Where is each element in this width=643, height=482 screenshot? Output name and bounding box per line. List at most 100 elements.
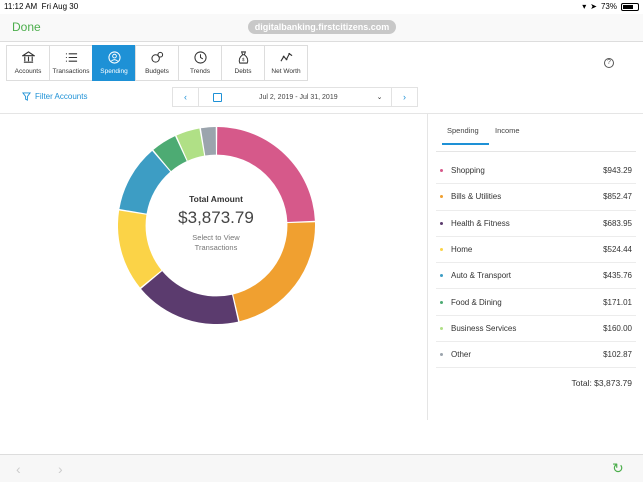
category-amount: $524.44: [603, 245, 632, 255]
browser-navbar: Done digitalbanking.firstcitizens.com: [0, 14, 643, 42]
category-color-dot: [440, 195, 443, 199]
browser-toolbar: ‹ › ↻: [0, 454, 643, 482]
tab-label: Accounts: [14, 68, 42, 75]
category-amount: $683.95: [603, 218, 632, 228]
divider: [0, 113, 643, 114]
main-tab-bar: Accounts Transactions Spending Budgets T…: [6, 45, 308, 81]
category-list: Shopping $943.29 Bills & Utilities $852.47 H…: [436, 158, 636, 369]
category-color-dot: [440, 169, 443, 173]
spending-donut-chart[interactable]: [118, 127, 315, 324]
list-item[interactable]: Home $524.44: [436, 237, 636, 264]
tab-label: Transactions: [52, 68, 90, 75]
category-color-dot: [440, 274, 443, 278]
list-item[interactable]: Auto & Transport $435.76: [436, 263, 636, 290]
forward-button[interactable]: ›: [58, 461, 63, 477]
tab-transactions[interactable]: Transactions: [49, 45, 93, 81]
category-name: Business Services: [451, 323, 517, 333]
tab-label: Spending: [100, 68, 128, 75]
date-range-text[interactable]: Jul 2, 2019 - Jul 31, 2019: [259, 93, 338, 101]
category-color-dot: [440, 300, 443, 304]
calendar-icon[interactable]: [213, 92, 222, 102]
category-name: Food & Dining: [451, 297, 502, 307]
reload-icon[interactable]: ↻: [612, 460, 624, 476]
location-icon: ➤: [590, 2, 597, 11]
svg-text:$: $: [241, 57, 244, 62]
divider: [436, 151, 636, 152]
tab-trends[interactable]: Trends: [178, 45, 222, 81]
list-item[interactable]: Business Services $160.00: [436, 316, 636, 343]
category-amount: $852.47: [603, 192, 632, 202]
battery-icon: [621, 2, 639, 11]
status-time: 11:12 AM Fri Aug 30: [4, 2, 79, 11]
next-period-button[interactable]: ›: [391, 88, 417, 106]
category-amount: $102.87: [603, 350, 632, 360]
list-item[interactable]: Bills & Utilities $852.47: [436, 184, 636, 211]
date-range-selector: ‹ Jul 2, 2019 - Jul 31, 2019 ⌄ ›: [172, 87, 418, 107]
clock-icon: [193, 51, 207, 64]
filter-accounts-button[interactable]: Filter Accounts: [22, 92, 87, 101]
filter-label: Filter Accounts: [35, 92, 88, 101]
back-button[interactable]: ‹: [16, 461, 21, 477]
battery-percent: 73%: [600, 2, 617, 11]
donut-slice-health-fitness[interactable]: [141, 271, 239, 324]
list-item[interactable]: Other $102.87: [436, 342, 636, 369]
donut-slice-business-services[interactable]: [176, 128, 205, 161]
donut-center: Total Amount $3,873.79 Select to View Tr…: [158, 194, 274, 253]
category-name: Auto & Transport: [451, 271, 512, 281]
list-item[interactable]: Shopping $943.29: [436, 158, 636, 185]
donut-slice-food-dining[interactable]: [153, 136, 187, 172]
donut-slice-auto-transport[interactable]: [119, 150, 171, 214]
tab-debts[interactable]: $ Debts: [221, 45, 265, 81]
donut-slice-home[interactable]: [118, 210, 162, 288]
category-amount: $943.29: [603, 166, 632, 176]
url-bar[interactable]: digitalbanking.firstcitizens.com: [248, 20, 396, 34]
category-color-dot: [440, 248, 443, 252]
donut-slice-bills-utilities[interactable]: [233, 222, 315, 322]
tab-label: Debts: [234, 68, 252, 75]
category-name: Other: [451, 350, 472, 360]
tab-budgets[interactable]: Budgets: [135, 45, 179, 81]
tab-label: Budgets: [145, 68, 169, 75]
tab-spending[interactable]: Spending: [92, 45, 136, 81]
status-right: ▾ ➤ 73%: [582, 2, 639, 11]
category-color-dot: [440, 221, 443, 225]
panel-divider: [427, 114, 428, 420]
filter-icon: [22, 92, 31, 101]
bank-icon: [21, 51, 35, 63]
tab-accounts[interactable]: Accounts: [6, 45, 50, 81]
spending-income-toggle: Spending Income: [442, 126, 526, 145]
category-color-dot: [440, 353, 443, 357]
category-name: Health & Fitness: [451, 218, 510, 228]
category-name: Home: [451, 245, 473, 255]
category-amount: $171.01: [603, 297, 632, 307]
help-icon[interactable]: ?: [604, 58, 614, 68]
total-line: Total: $3,873.79: [571, 378, 633, 388]
person-circle-icon: [107, 51, 121, 64]
tab-income-list[interactable]: Income: [495, 126, 520, 135]
done-button[interactable]: Done: [12, 20, 41, 34]
category-name: Bills & Utilities: [451, 192, 502, 202]
list-icon: [65, 53, 77, 62]
total-amount-label: Total Amount: [189, 194, 243, 204]
total-amount-value: $3,873.79: [178, 208, 254, 227]
prev-period-button[interactable]: ‹: [173, 88, 199, 106]
category-amount: $160.00: [603, 323, 632, 333]
budget-icon: [150, 51, 163, 63]
list-item[interactable]: Health & Fitness $683.95: [436, 211, 636, 237]
list-item[interactable]: Food & Dining $171.01: [436, 289, 636, 316]
tab-net-worth[interactable]: Net Worth: [264, 45, 308, 81]
tab-label: Net Worth: [271, 68, 301, 75]
tab-label: Trends: [190, 68, 210, 75]
chevron-down-icon[interactable]: ⌄: [376, 94, 383, 101]
category-name: Shopping: [451, 166, 485, 176]
category-amount: $435.76: [603, 271, 632, 281]
donut-slice-other[interactable]: [200, 127, 216, 156]
line-chart-icon: [279, 52, 292, 62]
money-bag-icon: $: [238, 51, 248, 64]
donut-slice-shopping[interactable]: [217, 127, 315, 223]
category-color-dot: [440, 326, 443, 330]
wifi-icon: ▾: [582, 2, 587, 11]
tab-spending-list[interactable]: Spending: [442, 126, 489, 145]
select-hint: Select to View Transactions: [192, 233, 240, 252]
status-bar: 11:12 AM Fri Aug 30 ▾ ➤ 73%: [0, 0, 643, 14]
